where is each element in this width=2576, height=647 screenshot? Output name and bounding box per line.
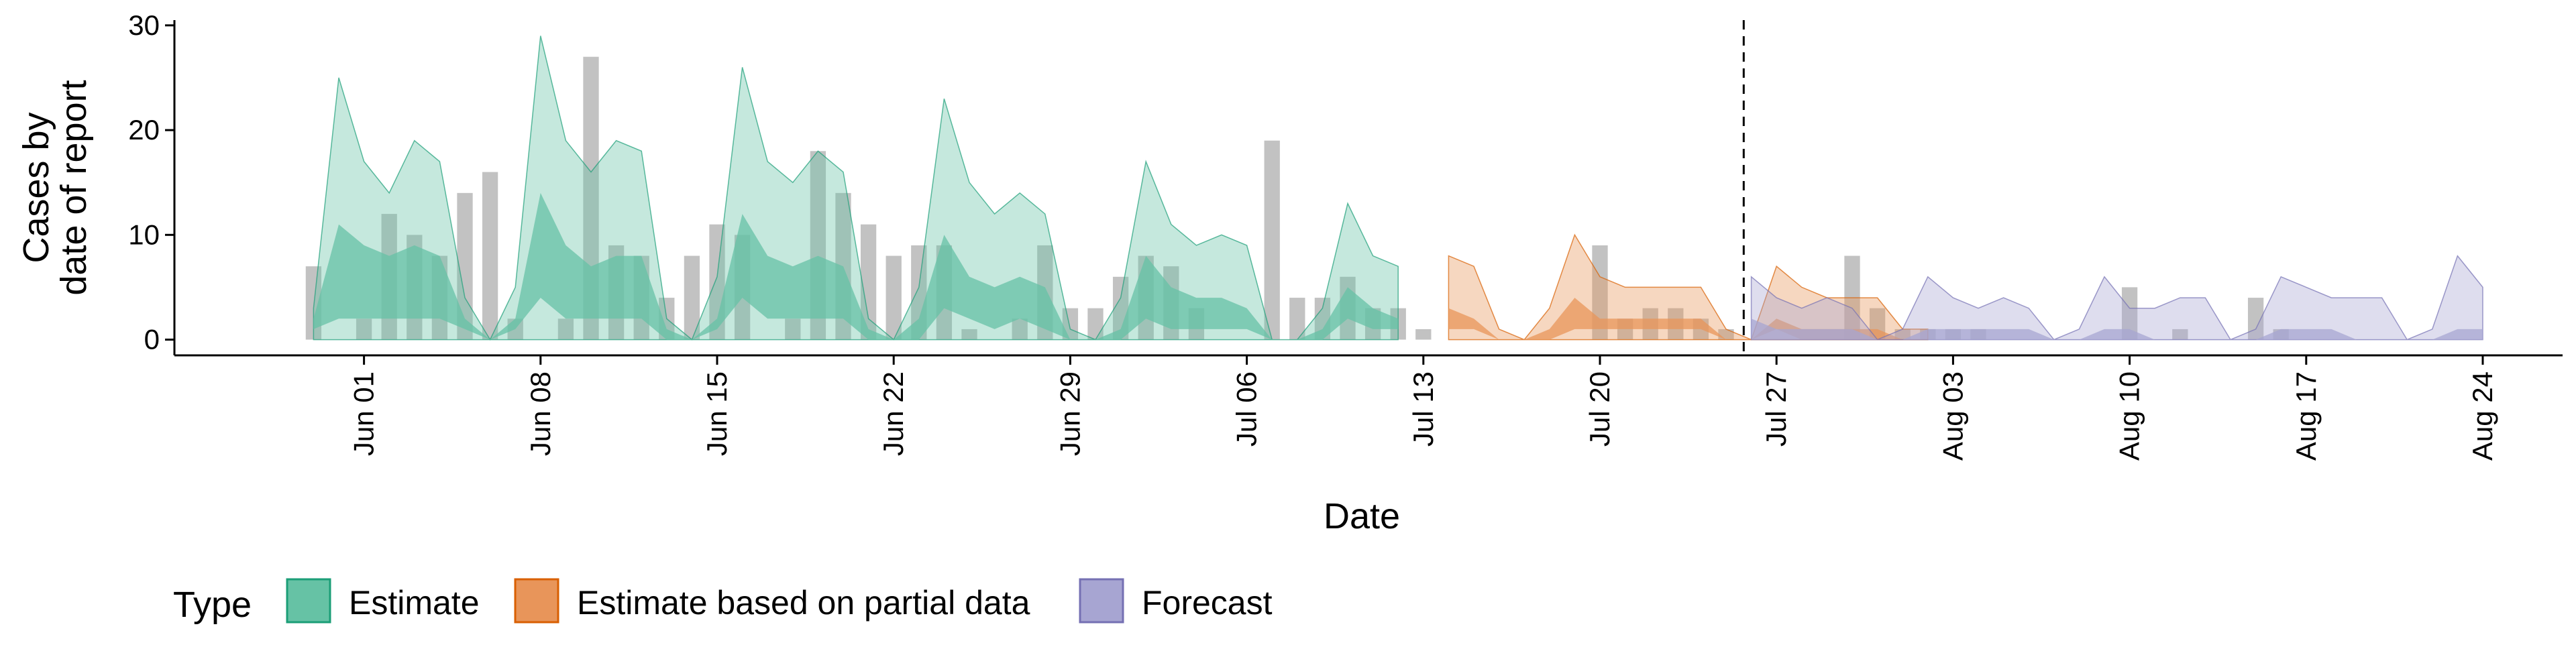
legend-label: Forecast xyxy=(1142,584,1273,622)
x-tick-label: Aug 17 xyxy=(2290,371,2322,461)
x-tick-label: Jul 27 xyxy=(1760,371,1792,447)
y-tick-label: 20 xyxy=(128,114,160,145)
forecast-ribbon-50 xyxy=(1751,318,2483,340)
reported-cases-bar xyxy=(860,224,877,340)
reported-cases-bar xyxy=(457,192,473,340)
estimate-ribbon-90 xyxy=(313,36,1399,341)
y-axis-title-line: date of report xyxy=(54,80,94,295)
reported-cases-bar xyxy=(1894,329,1911,340)
legend-title: Type xyxy=(173,585,252,625)
legend-label: Estimate based on partial data xyxy=(577,584,1030,622)
y-tick-label: 30 xyxy=(128,9,160,41)
x-tick-label: Aug 24 xyxy=(2467,371,2498,461)
x-tick-label: Jul 13 xyxy=(1407,371,1439,447)
x-tick-label: Jun 22 xyxy=(877,371,909,456)
x-tick-label: Jun 08 xyxy=(525,371,556,456)
legend-label: Estimate xyxy=(349,584,480,622)
x-axis-title: Date xyxy=(1324,496,1400,536)
y-axis-title: Cases bydate of report xyxy=(16,80,94,295)
y-tick-label: 10 xyxy=(128,219,160,250)
x-tick-label: Aug 03 xyxy=(1937,371,1968,461)
plot-area xyxy=(305,20,2483,355)
legend: Type Estimate Estimate based on partial da… xyxy=(173,578,1273,625)
legend-key xyxy=(1079,578,1124,624)
reported-cases-bar xyxy=(1264,140,1280,340)
reported-cases-bar xyxy=(2247,298,2264,340)
reported-cases-bar xyxy=(1012,318,1028,340)
x-tick-label: Jun 29 xyxy=(1054,371,1085,456)
reported-cases-bar xyxy=(557,318,574,340)
x-tick-label: Jun 01 xyxy=(348,371,380,456)
reported-cases-bar xyxy=(885,255,902,340)
y-axis-title-line: Cases by xyxy=(16,112,56,263)
legend-key xyxy=(286,578,331,624)
x-tick-label: Aug 10 xyxy=(2114,371,2145,461)
legend-key xyxy=(514,578,559,624)
reported-cases-bar xyxy=(356,318,372,340)
reported-cases-bar xyxy=(1289,298,1305,340)
axes: 0 10 20 30 Jun 01 Jun 08 Jun 15 Jun 22 Jun 29 Jul… xyxy=(16,9,2563,536)
reported-cases-bar xyxy=(684,255,700,340)
x-tick-label: Jul 20 xyxy=(1584,371,1615,447)
reported-cases-bar xyxy=(2121,287,2138,340)
y-tick-label: 0 xyxy=(144,324,160,355)
estimate-ribbon-50 xyxy=(313,192,1399,340)
reported-cases-bar xyxy=(482,172,498,340)
x-tick-label: Jun 15 xyxy=(701,371,733,456)
reported-cases-bar xyxy=(1087,308,1104,340)
x-tick-label: Jul 06 xyxy=(1231,371,1263,447)
reported-cases-bar xyxy=(785,318,801,340)
reported-cases-bar xyxy=(1415,329,1432,340)
reported-cases-bar xyxy=(961,329,977,340)
reported-cases-bar xyxy=(2172,329,2188,340)
